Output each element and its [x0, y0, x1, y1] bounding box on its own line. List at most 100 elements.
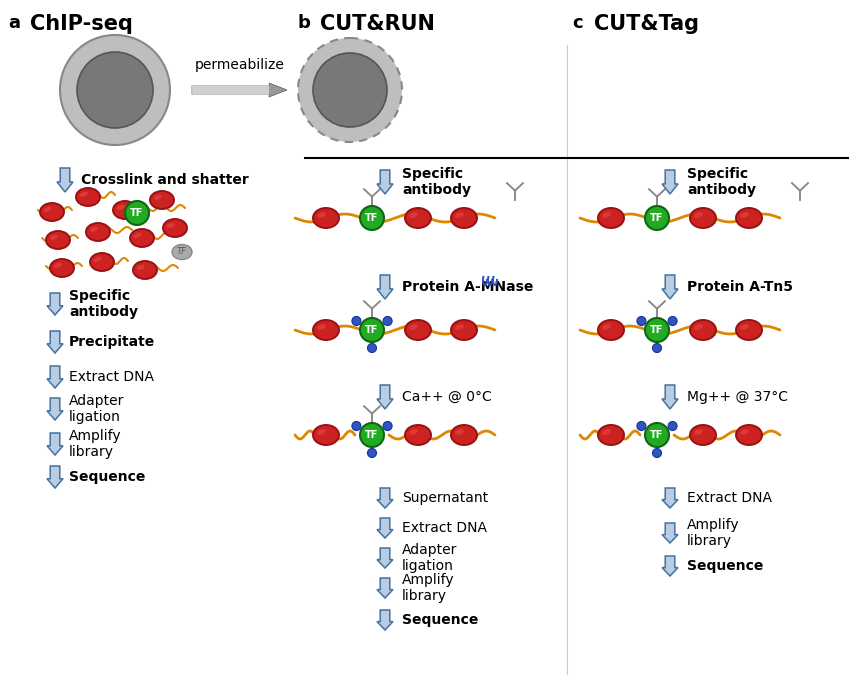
Text: b: b	[298, 14, 311, 32]
Ellipse shape	[53, 263, 62, 268]
Ellipse shape	[113, 201, 137, 219]
Ellipse shape	[740, 429, 749, 435]
Ellipse shape	[405, 208, 431, 228]
Polygon shape	[377, 385, 393, 409]
Polygon shape	[377, 275, 393, 299]
Ellipse shape	[172, 244, 192, 259]
Polygon shape	[377, 578, 393, 598]
Ellipse shape	[455, 429, 464, 435]
Ellipse shape	[313, 320, 339, 340]
Text: Specific
antibody: Specific antibody	[687, 167, 756, 197]
Circle shape	[360, 318, 384, 342]
Ellipse shape	[134, 233, 142, 238]
Ellipse shape	[40, 203, 64, 221]
FancyBboxPatch shape	[192, 83, 269, 96]
Ellipse shape	[46, 231, 70, 249]
Text: Sequence: Sequence	[69, 470, 145, 484]
Text: Supernatant: Supernatant	[402, 491, 488, 505]
Ellipse shape	[130, 229, 154, 247]
Ellipse shape	[455, 324, 464, 330]
Ellipse shape	[598, 320, 624, 340]
Text: Protein A-Tn5: Protein A-Tn5	[687, 280, 793, 294]
Text: Ca++ @ 0°C: Ca++ @ 0°C	[402, 390, 492, 404]
Ellipse shape	[90, 227, 98, 232]
Ellipse shape	[313, 425, 339, 445]
Ellipse shape	[76, 188, 100, 206]
Ellipse shape	[602, 212, 610, 218]
Text: Adapter
ligation: Adapter ligation	[402, 543, 458, 573]
Text: TF: TF	[650, 213, 664, 223]
Ellipse shape	[694, 212, 703, 218]
Text: Extract DNA: Extract DNA	[69, 370, 154, 384]
Circle shape	[637, 422, 646, 430]
Ellipse shape	[93, 257, 102, 262]
Ellipse shape	[137, 265, 145, 270]
Ellipse shape	[602, 429, 610, 435]
Text: a: a	[8, 14, 20, 32]
Text: Sequence: Sequence	[687, 559, 763, 573]
Ellipse shape	[166, 223, 175, 228]
Ellipse shape	[736, 320, 762, 340]
Ellipse shape	[602, 324, 610, 330]
Polygon shape	[377, 548, 393, 568]
Circle shape	[668, 422, 678, 430]
Text: TF: TF	[650, 430, 664, 440]
Text: TF: TF	[365, 213, 379, 223]
Ellipse shape	[736, 425, 762, 445]
Ellipse shape	[317, 212, 326, 218]
Text: Crosslink and shatter: Crosslink and shatter	[81, 173, 249, 187]
Text: Extract DNA: Extract DNA	[402, 521, 487, 535]
Ellipse shape	[80, 191, 87, 197]
Ellipse shape	[405, 425, 431, 445]
Circle shape	[77, 52, 153, 128]
Polygon shape	[47, 398, 63, 420]
Polygon shape	[662, 556, 678, 576]
Ellipse shape	[86, 223, 110, 241]
Ellipse shape	[317, 429, 326, 435]
Ellipse shape	[163, 219, 187, 237]
Ellipse shape	[154, 195, 162, 200]
Ellipse shape	[451, 425, 477, 445]
Ellipse shape	[694, 324, 703, 330]
Circle shape	[383, 422, 392, 430]
FancyArrow shape	[192, 83, 287, 97]
Text: Specific
antibody: Specific antibody	[69, 289, 138, 319]
Circle shape	[360, 206, 384, 230]
Ellipse shape	[455, 212, 464, 218]
Polygon shape	[47, 433, 63, 455]
Circle shape	[668, 316, 678, 325]
Polygon shape	[47, 466, 63, 488]
Text: Mg++ @ 37°C: Mg++ @ 37°C	[687, 390, 788, 404]
Text: TF: TF	[365, 325, 379, 335]
Polygon shape	[662, 523, 678, 543]
Text: TF: TF	[177, 248, 187, 257]
Circle shape	[368, 449, 376, 458]
Polygon shape	[662, 275, 678, 299]
Ellipse shape	[690, 208, 716, 228]
Text: TF: TF	[365, 430, 379, 440]
Text: Specific
antibody: Specific antibody	[402, 167, 471, 197]
Circle shape	[125, 201, 149, 225]
Text: Precipitate: Precipitate	[69, 335, 155, 349]
Text: TF: TF	[130, 208, 143, 218]
Ellipse shape	[133, 261, 157, 279]
Ellipse shape	[90, 253, 114, 271]
Polygon shape	[47, 293, 63, 315]
Polygon shape	[47, 331, 63, 353]
Circle shape	[645, 318, 669, 342]
Circle shape	[653, 344, 661, 352]
Ellipse shape	[409, 429, 418, 435]
Circle shape	[360, 423, 384, 447]
Ellipse shape	[736, 208, 762, 228]
Text: Sequence: Sequence	[402, 613, 478, 627]
Ellipse shape	[694, 429, 703, 435]
Ellipse shape	[409, 324, 418, 330]
Ellipse shape	[690, 320, 716, 340]
Circle shape	[298, 38, 402, 142]
Text: TF: TF	[650, 325, 664, 335]
Circle shape	[653, 449, 661, 458]
Text: CUT&Tag: CUT&Tag	[594, 14, 699, 34]
Circle shape	[383, 316, 392, 325]
Circle shape	[352, 422, 361, 430]
Ellipse shape	[740, 212, 749, 218]
